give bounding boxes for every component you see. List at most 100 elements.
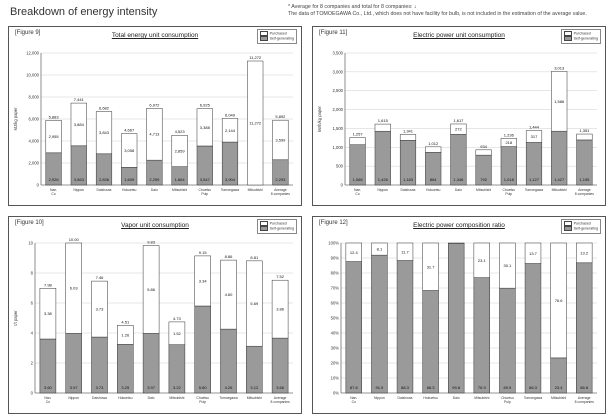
bar-self-generating — [220, 328, 237, 394]
bar-purchased — [551, 71, 568, 132]
data-label-total: 1,341 — [403, 128, 414, 133]
y-tick-label: 10 — [28, 241, 33, 246]
x-tick-label: Nippon — [68, 396, 79, 400]
x-tick-label: Daishowa — [92, 396, 107, 400]
x-tick-label: Average 8 companies — [575, 396, 595, 404]
y-tick-label: 70% — [331, 286, 340, 291]
data-label-total: 6,682 — [99, 106, 110, 111]
data-label-purchased: 3,599 — [275, 137, 286, 142]
data-label-total: 7.46 — [96, 275, 105, 280]
data-label-self-generating: 3.97 — [70, 385, 79, 390]
data-label-self-generating: 792 — [480, 177, 487, 182]
x-tick-label: Nan. Co — [44, 396, 51, 404]
bar-purchased — [220, 259, 237, 330]
data-label-total: 9.83 — [147, 240, 156, 245]
data-label-self-generating: 3.66 — [276, 385, 285, 390]
y-tick-label: 3,000 — [333, 69, 344, 74]
data-label-purchased: 3.34 — [199, 278, 208, 283]
data-label-purchased: 23.1 — [478, 258, 487, 263]
data-label-purchased: 11.7 — [401, 249, 409, 254]
y-axis-label: kWh/kg paper — [317, 105, 322, 131]
data-label-purchased: 3.38 — [44, 311, 53, 316]
y-tick-label: 40% — [331, 331, 340, 336]
x-tick-label: Hokuetsu — [122, 188, 136, 192]
bar-purchased — [550, 242, 567, 359]
x-tick-label: Average 8 companies — [271, 188, 291, 196]
x-tick-label: Mitsubishi — [172, 188, 187, 192]
data-label-total: 1,444 — [529, 125, 540, 130]
data-label-total: 1,615 — [378, 118, 389, 123]
y-tick-label: 100% — [328, 241, 339, 246]
bar-purchased — [117, 325, 134, 345]
y-tick-label: 2,500 — [333, 88, 344, 93]
data-label-self-generating: 88.3 — [401, 385, 410, 390]
chart-svg: 0% 10% 20% 30% 40% 50% 60% 70% 80% 90% 100% 87.6 12.… — [328, 241, 597, 404]
data-label-self-generating: 1,346 — [453, 177, 464, 182]
x-tick-label: Nan. Co — [354, 188, 361, 196]
x-tick-label: Daishowa — [97, 188, 112, 192]
y-tick-label: 0% — [333, 391, 339, 396]
data-label-self-generating: 86.3 — [529, 385, 538, 390]
data-label-self-generating: 1,183 — [403, 177, 414, 182]
chart-panel-fig11: [Figure 11] Electric power unit consumpt… — [312, 26, 606, 206]
y-tick-label: 20% — [331, 361, 340, 366]
data-label-purchased: 11,272 — [249, 121, 262, 126]
legend-generated: Self-generating — [573, 36, 598, 41]
chart-legend: Purchased Self-generating — [560, 219, 601, 234]
chart-legend: Purchased Self-generating — [256, 29, 297, 44]
data-label-total: 6,049 — [225, 112, 236, 117]
x-tick-label: Nippon — [377, 188, 388, 192]
legend-purchased: Purchased — [573, 31, 591, 36]
data-label-purchased: 8.1 — [377, 247, 383, 252]
bar-purchased — [39, 288, 57, 340]
data-label-total: 6,972 — [149, 102, 160, 107]
x-tick-label: Hokuetsu — [426, 188, 440, 192]
chart-panel-fig12: [Figure 12] Electric power composition r… — [312, 216, 606, 414]
data-label-purchased: 2,144 — [225, 128, 236, 133]
bar-self-generating — [448, 243, 465, 394]
y-tick-label: 8,000 — [29, 95, 40, 100]
note-line: The data of TOMOEGAWA Co., Ltd., which d… — [288, 11, 587, 17]
bar-purchased — [95, 111, 113, 155]
bar-purchased — [450, 123, 467, 135]
data-label-self-generating: 91.9 — [376, 385, 385, 390]
legend-purchased: Purchased — [269, 31, 287, 36]
data-label-total: 3,013 — [554, 65, 565, 70]
y-tick-label: 2,000 — [333, 107, 344, 112]
data-label-purchased: 1.26 — [121, 332, 130, 337]
y-tick-label: 12,000 — [26, 51, 39, 56]
data-label-purchased: 76.6 — [555, 298, 564, 303]
figure-label: [Figure 11] — [319, 30, 348, 36]
data-label-total: 10.00 — [69, 237, 80, 242]
data-label-self-generating: 2,259 — [149, 177, 160, 182]
x-tick-label: Chuetsu Pulp — [196, 396, 209, 404]
data-label-purchased: 30.1 — [504, 263, 513, 268]
data-label-total: 8.86 — [225, 254, 234, 259]
bar-purchased — [196, 108, 213, 147]
data-label-self-generating: 3.73 — [96, 385, 105, 390]
data-label-self-generating: 1,127 — [529, 177, 540, 182]
legend-purchased: Purchased — [269, 221, 287, 226]
note-line: * Average for 8 companies and total for … — [288, 4, 417, 10]
bar-purchased — [422, 242, 439, 291]
data-label-purchased: 1,586 — [554, 99, 565, 104]
chart-panel-fig9: [Figure 9] Total energy unit consumption… — [8, 26, 302, 206]
chart-svg: 0 2 4 6 8 10 t/t paper 3.60 3.38 7.98 Nan. Co 3.97 6.… — [13, 237, 293, 404]
bar-purchased — [499, 242, 516, 289]
data-label-purchased: 218 — [505, 140, 512, 145]
data-label-purchased: 3,843 — [99, 130, 110, 135]
bar-purchased — [349, 137, 366, 145]
x-tick-label: Daio — [455, 188, 462, 192]
bar-purchased — [91, 280, 108, 338]
legend-generated: Self-generating — [573, 226, 598, 231]
y-tick-label: 3,500 — [333, 51, 344, 56]
y-tick-label: 1,500 — [333, 126, 344, 131]
bar-purchased — [396, 242, 414, 261]
data-label-self-generating: 87.6 — [350, 385, 359, 390]
data-label-self-generating: 3,563 — [74, 177, 85, 182]
y-tick-label: 6 — [31, 301, 34, 306]
bar-purchased — [525, 130, 543, 143]
bar-purchased — [576, 242, 593, 264]
data-label-self-generating: 76.9 — [478, 385, 487, 390]
data-label-total: 1,617 — [453, 118, 464, 123]
